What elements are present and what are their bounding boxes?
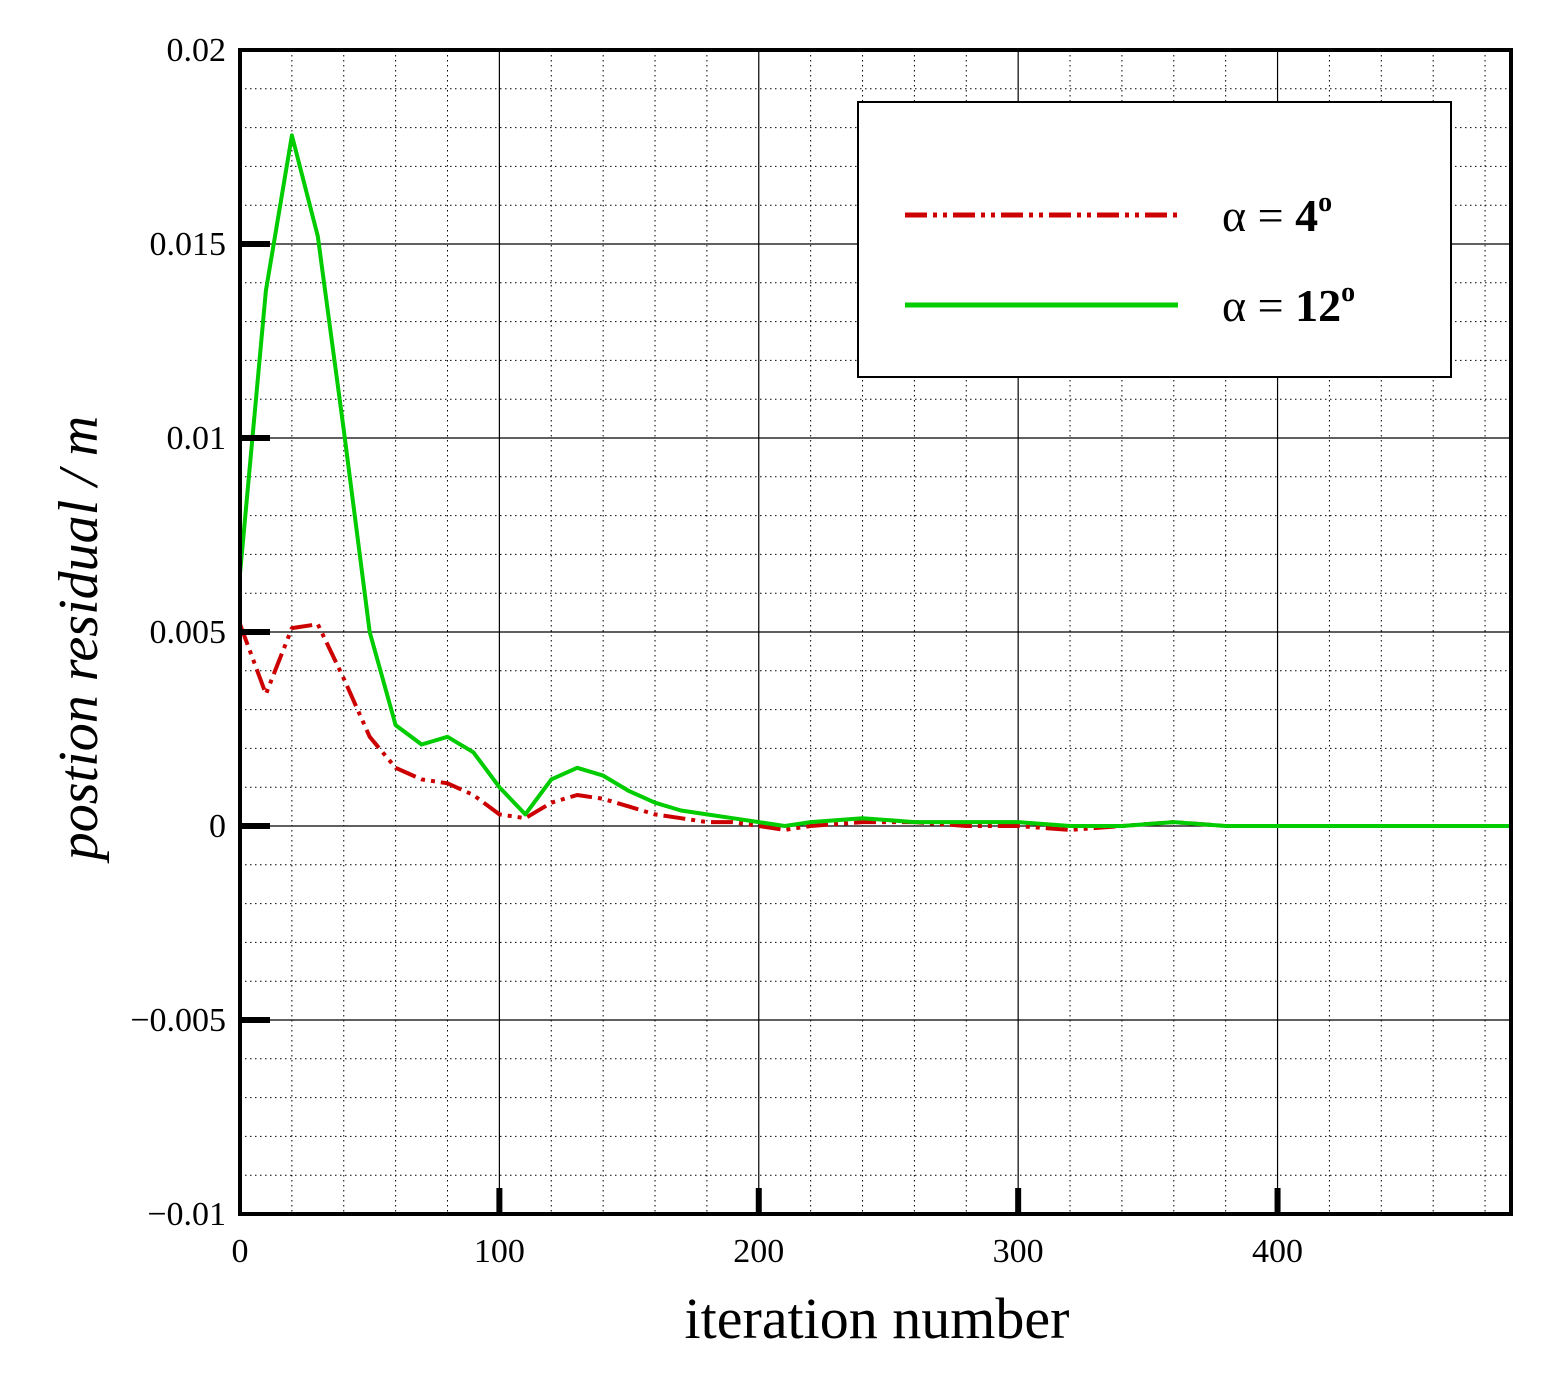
legend-value: 12 xyxy=(1295,280,1341,331)
legend-box xyxy=(857,101,1452,378)
x-tick-label: 400 xyxy=(1252,1233,1303,1270)
tick-labels: 0 100 200 300 400 −0.01 −0.005 0 0.005 0.01 0.015 0… xyxy=(130,32,1303,1270)
y-tick-label: 0.005 xyxy=(150,614,227,651)
y-axis-title: postion residual / m xyxy=(48,416,110,864)
x-tick-label: 100 xyxy=(474,1233,525,1270)
legend-label-1: α = 4o xyxy=(1222,187,1332,241)
y-tick-label: −0.01 xyxy=(147,1196,226,1233)
x-axis-title: iteration number xyxy=(685,1286,1070,1351)
ticks-layer xyxy=(240,241,1281,1214)
legend-degree: o xyxy=(1318,187,1332,218)
legend: α = 4oα = 12o xyxy=(857,101,1452,378)
x-tick-label: 300 xyxy=(993,1233,1044,1270)
y-tick-label: 0.01 xyxy=(167,420,227,457)
legend-degree: o xyxy=(1341,277,1355,308)
legend-symbol: α xyxy=(1222,280,1246,331)
series-line-2 xyxy=(238,133,1511,828)
series-layer xyxy=(238,133,1511,832)
y-tick-label: 0.02 xyxy=(167,32,227,69)
y-tick-label: 0.015 xyxy=(150,226,227,263)
legend-equals: = xyxy=(1246,190,1295,241)
legend-entries: α = 4oα = 12o xyxy=(905,187,1355,331)
legend-value: 4 xyxy=(1295,190,1318,241)
x-tick-label: 0 xyxy=(232,1233,249,1270)
y-tick-label: 0 xyxy=(209,808,226,845)
legend-equals: = xyxy=(1246,280,1295,331)
legend-label-2: α = 12o xyxy=(1222,277,1355,331)
legend-symbol: α xyxy=(1222,190,1246,241)
series-line-1 xyxy=(238,622,1511,832)
x-tick-label: 200 xyxy=(733,1233,784,1270)
y-tick-label: −0.005 xyxy=(130,1002,226,1039)
